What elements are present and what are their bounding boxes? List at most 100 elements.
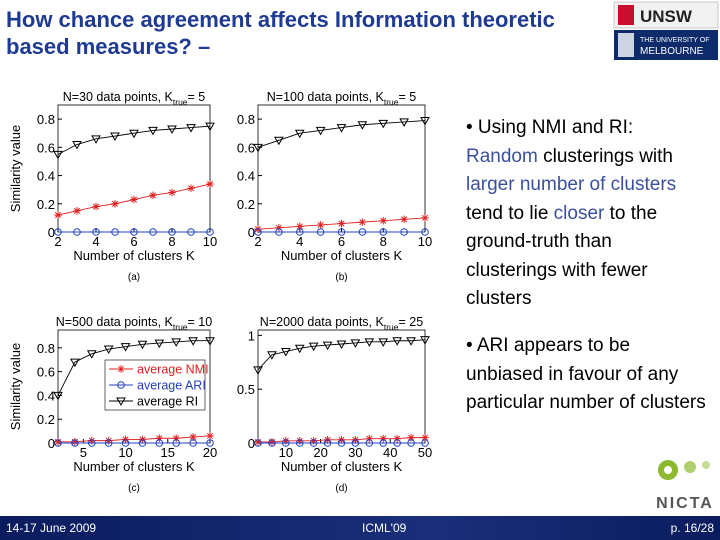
marker-circle <box>358 228 367 236</box>
x-tick-label: 20 <box>313 445 327 460</box>
y-tick-label: 0.4 <box>37 388 55 403</box>
legend-marker <box>117 365 125 373</box>
x-tick-label: 8 <box>168 234 175 249</box>
y-tick-label: 0 <box>48 225 55 240</box>
marker-circle <box>92 228 100 236</box>
bullet-text: tend to lie <box>466 202 554 224</box>
x-tick-label: 5 <box>80 445 87 460</box>
marker-circle <box>400 228 408 236</box>
legend-marker <box>117 381 125 389</box>
marker-circle <box>189 439 197 447</box>
crest <box>618 5 634 25</box>
marker-star <box>393 434 401 443</box>
marker-triangle <box>86 350 97 359</box>
chart: N=30 data points, Ktrue= 5 2 4 6 8 10 0 0.2 0.4 0… <box>8 90 217 283</box>
marker-star <box>358 218 367 226</box>
x-tick-label: 6 <box>338 234 345 249</box>
marker-circle <box>421 228 429 236</box>
marker-circle <box>155 439 164 447</box>
marker-circle <box>168 228 176 236</box>
marker-triangle <box>148 126 158 136</box>
nicta-text: NICTA <box>656 495 714 512</box>
caption: (d) <box>335 483 347 494</box>
marker-star <box>254 438 262 446</box>
marker-triangle <box>308 342 319 352</box>
marker-triangle <box>171 338 182 347</box>
legend-label: average NMI <box>137 363 209 377</box>
marker-circle <box>187 228 195 236</box>
unsw-logo: UNSW <box>613 1 719 29</box>
marker-star <box>206 432 214 440</box>
melbourne-text: THE UNIVERSITY OF <box>640 37 710 44</box>
marker-triangle <box>294 344 305 354</box>
y-tick-label: 0 <box>248 225 255 240</box>
marker-star <box>379 216 388 225</box>
marker-circle <box>316 228 325 236</box>
marker-triangle <box>406 337 416 346</box>
logo-dot <box>684 461 696 473</box>
caption: (c) <box>128 483 140 494</box>
marker-star <box>379 434 388 443</box>
y-tick-label: 0.4 <box>237 169 255 184</box>
marker-circle <box>73 228 81 236</box>
marker-circle <box>379 228 388 236</box>
marker-circle <box>323 439 332 447</box>
x-tick-label: 30 <box>348 445 362 460</box>
logo-dot <box>702 461 710 469</box>
marker-triangle <box>154 339 165 349</box>
plot-frame <box>257 104 426 233</box>
caption: (a) <box>128 272 140 283</box>
marker-triangle <box>91 135 101 144</box>
title-main: N=30 data points, K <box>63 90 174 104</box>
marker-circle <box>393 439 401 447</box>
marker-triangle <box>253 366 263 375</box>
marker-star <box>282 437 290 445</box>
title-subscript: true <box>384 322 399 332</box>
marker-triangle <box>357 121 368 130</box>
y-tick-label: 1 <box>248 328 255 343</box>
marker-circle <box>54 228 62 236</box>
marker-triangle <box>267 351 277 360</box>
y-tick-label: 0.2 <box>237 197 255 212</box>
chart-title: N=2000 data points, Ktrue= 25 <box>260 315 423 332</box>
marker-triangle <box>336 124 347 133</box>
title-main: N=100 data points, K <box>267 90 385 104</box>
marker-star <box>104 436 113 445</box>
y-tick-label: 0 <box>248 436 255 451</box>
title-main: N=2000 data points, K <box>260 315 385 329</box>
melbourne-logo: THE UNIVERSITY OF MELBOURNE <box>614 30 718 60</box>
marker-star <box>187 184 195 193</box>
marker-circle <box>295 228 304 236</box>
y-tick-label: 0.2 <box>37 197 55 212</box>
marker-triangle <box>322 341 333 351</box>
y-tick-label: 0.5 <box>237 382 255 397</box>
bullet-highlight: closer <box>553 202 605 224</box>
marker-circle <box>111 228 119 236</box>
x-axis-label: Number of clusters K <box>281 459 403 474</box>
marker-circle <box>365 439 374 447</box>
series-line <box>57 340 210 396</box>
marker-circle <box>351 439 360 447</box>
y-tick-label: 0.8 <box>37 341 55 356</box>
marker-star <box>54 211 62 219</box>
marker-triangle <box>120 343 131 352</box>
chart: N=100 data points, Ktrue= 5 2 4 6 8 10 0 0.2 0.4… <box>237 90 432 283</box>
nicta-logo: NICTA <box>656 460 714 512</box>
caption: (b) <box>335 272 347 283</box>
marker-star <box>87 436 96 445</box>
title-suffix: = 10 <box>188 315 213 329</box>
y-tick-label: 0.6 <box>37 140 55 155</box>
marker-star <box>268 438 276 446</box>
footer-venue: ICML'09 <box>362 521 407 535</box>
marker-circle <box>54 439 62 447</box>
title-suffix: = 5 <box>188 90 206 104</box>
marker-star <box>400 215 408 224</box>
y-axis-label: Similarity value <box>8 125 23 212</box>
marker-circle <box>138 439 147 447</box>
marker-triangle <box>53 150 63 160</box>
marker-circle <box>309 439 318 447</box>
x-axis-label: Number of clusters K <box>73 248 195 263</box>
x-tick-label: 50 <box>418 445 432 460</box>
bullet-text: • ARI appears to be unbiased in favour o… <box>466 335 706 413</box>
